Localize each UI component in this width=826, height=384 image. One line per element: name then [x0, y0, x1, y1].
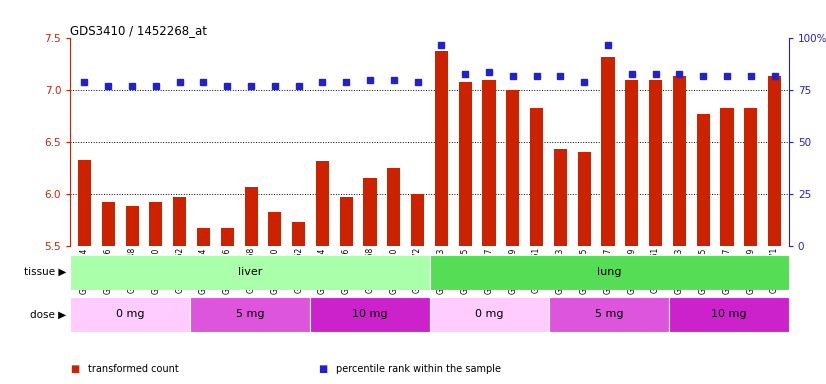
Bar — [768, 76, 781, 246]
Bar — [363, 178, 377, 246]
Bar — [70, 297, 190, 332]
Text: ■: ■ — [318, 364, 327, 374]
Bar — [411, 194, 425, 246]
Text: dose ▶: dose ▶ — [30, 310, 66, 319]
Bar — [70, 255, 430, 290]
Bar — [696, 114, 710, 246]
Bar — [673, 76, 686, 246]
Bar — [430, 297, 549, 332]
Bar — [482, 80, 496, 246]
Bar — [430, 255, 789, 290]
Text: 0 mg: 0 mg — [116, 310, 145, 319]
Bar — [601, 57, 615, 246]
Bar — [387, 168, 401, 246]
Bar — [173, 197, 186, 246]
Text: GDS3410 / 1452268_at: GDS3410 / 1452268_at — [70, 24, 207, 37]
Bar — [506, 90, 520, 246]
Bar — [197, 228, 210, 246]
Text: transformed count: transformed count — [88, 364, 179, 374]
Text: percentile rank within the sample: percentile rank within the sample — [336, 364, 501, 374]
Bar — [150, 202, 163, 246]
Bar — [292, 222, 305, 246]
Text: 5 mg: 5 mg — [235, 310, 264, 319]
Text: 0 mg: 0 mg — [475, 310, 504, 319]
Text: ■: ■ — [70, 364, 79, 374]
Text: lung: lung — [597, 267, 621, 277]
Bar — [554, 149, 567, 246]
Bar — [244, 187, 258, 246]
Text: 10 mg: 10 mg — [711, 310, 747, 319]
Bar — [577, 152, 591, 246]
Bar — [339, 197, 353, 246]
Text: 5 mg: 5 mg — [595, 310, 624, 319]
Bar — [720, 108, 733, 246]
Bar — [268, 212, 282, 246]
Bar — [625, 80, 638, 246]
Text: 10 mg: 10 mg — [352, 310, 387, 319]
Bar — [458, 82, 472, 246]
Bar — [316, 161, 329, 246]
Bar — [549, 297, 669, 332]
Bar — [78, 160, 91, 246]
Bar — [744, 108, 757, 246]
Bar — [190, 297, 310, 332]
Text: liver: liver — [238, 267, 262, 277]
Bar — [669, 297, 789, 332]
Bar — [649, 80, 662, 246]
Text: tissue ▶: tissue ▶ — [24, 267, 66, 277]
Bar — [434, 51, 448, 246]
Bar — [126, 206, 139, 246]
Bar — [102, 202, 115, 246]
Bar — [530, 108, 544, 246]
Bar — [221, 228, 234, 246]
Bar — [310, 297, 430, 332]
